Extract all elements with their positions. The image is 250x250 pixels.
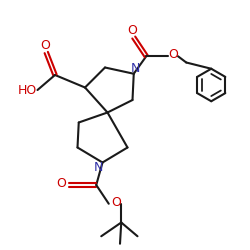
Text: N: N [93,161,103,174]
Text: HO: HO [18,84,37,96]
Text: O: O [111,196,121,209]
Text: O: O [56,177,66,190]
Text: O: O [128,24,138,37]
Text: O: O [168,48,178,62]
Text: N: N [131,62,140,75]
Text: O: O [40,39,50,52]
